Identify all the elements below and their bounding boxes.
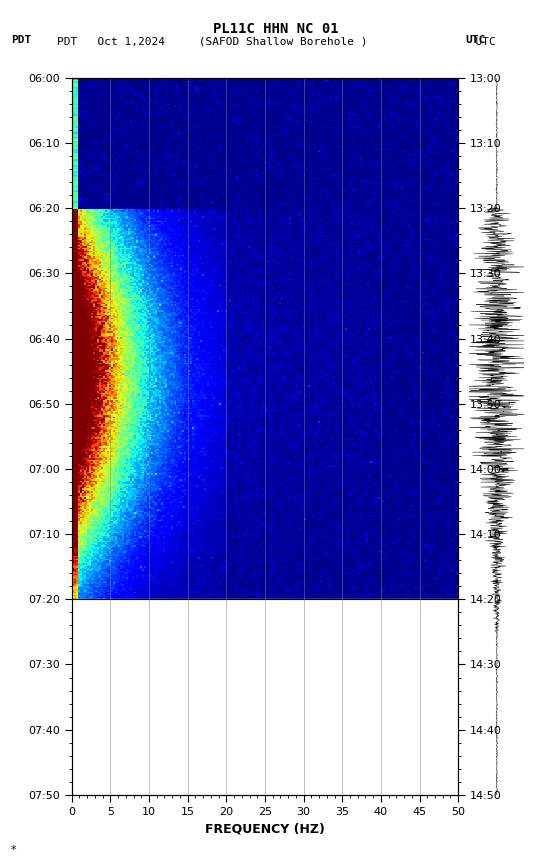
X-axis label: FREQUENCY (HZ): FREQUENCY (HZ) xyxy=(205,823,325,835)
Text: PDT: PDT xyxy=(11,35,31,45)
Text: UTC: UTC xyxy=(465,35,486,45)
Bar xyxy=(72,600,458,795)
Text: PDT   Oct 1,2024     (SAFOD Shallow Borehole )                UTC: PDT Oct 1,2024 (SAFOD Shallow Borehole )… xyxy=(57,36,495,47)
Text: PL11C HHN NC 01: PL11C HHN NC 01 xyxy=(213,22,339,35)
Text: *: * xyxy=(11,845,17,855)
